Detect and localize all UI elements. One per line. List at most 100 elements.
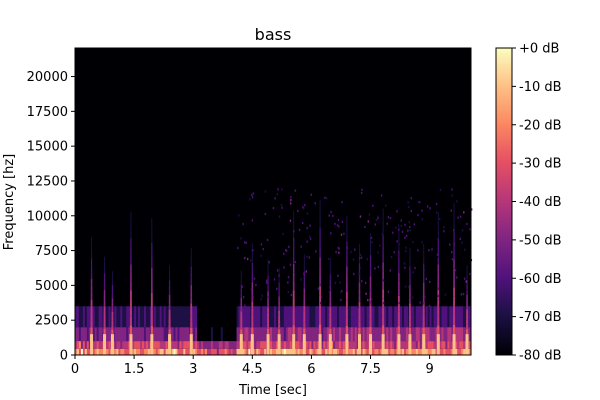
energy-cell	[254, 306, 257, 328]
energy-cell	[305, 327, 308, 342]
onset-core	[357, 334, 361, 355]
onset-streak	[278, 324, 281, 330]
energy-cell	[354, 306, 358, 328]
energy-cell	[335, 327, 338, 342]
energy-cell	[224, 348, 228, 355]
onset-streak	[358, 295, 361, 302]
onset-streak	[168, 299, 171, 305]
onset-streak	[369, 262, 372, 270]
energy-cell	[415, 348, 419, 355]
energy-cell	[108, 341, 111, 349]
energy-cell	[413, 341, 417, 349]
noise-speck	[252, 296, 254, 299]
noise-speck	[320, 295, 323, 299]
onset-streak	[151, 226, 153, 235]
onset-streak	[91, 237, 92, 245]
onset-streak	[398, 242, 400, 251]
energy-cell	[388, 327, 391, 342]
energy-cell	[348, 306, 352, 328]
energy-cell	[205, 341, 208, 349]
energy-cell	[159, 306, 162, 328]
noise-speck	[438, 287, 440, 290]
energy-cell	[427, 348, 430, 355]
onset-streak	[319, 238, 321, 248]
noise-speck	[309, 237, 312, 240]
energy-cell	[307, 327, 310, 342]
energy-cell	[78, 348, 82, 355]
onset-streak	[398, 257, 400, 266]
onset-streak	[293, 237, 295, 247]
onset-streak	[358, 314, 361, 322]
energy-cell	[463, 306, 466, 328]
noise-speck	[346, 246, 349, 250]
onset-streak	[437, 229, 439, 239]
energy-cell	[400, 327, 403, 342]
energy-cell	[155, 327, 159, 342]
energy-cell	[285, 348, 289, 355]
energy-cell	[356, 341, 360, 349]
energy-cell	[439, 306, 442, 328]
energy-cell	[203, 348, 206, 355]
energy-cell	[315, 341, 318, 349]
noise-speck	[300, 306, 302, 309]
energy-cell	[366, 306, 369, 328]
energy-cell	[275, 341, 279, 349]
energy-cell	[451, 327, 454, 342]
noise-speck	[294, 189, 297, 192]
energy-cell	[260, 348, 263, 355]
energy-cell	[469, 348, 472, 355]
onset-streak	[409, 247, 411, 255]
onset-streak	[293, 246, 295, 256]
energy-cell	[441, 306, 444, 328]
onset-streak	[329, 312, 332, 318]
energy-cell	[275, 306, 279, 328]
energy-cell	[337, 348, 340, 355]
onset-streak	[437, 299, 440, 308]
onset-streak	[466, 289, 468, 295]
energy-cell	[84, 306, 88, 328]
energy-cell	[309, 341, 312, 349]
energy-cell	[185, 327, 188, 342]
onset-streak	[150, 309, 153, 318]
energy-cell	[80, 341, 84, 349]
energy-cell	[244, 306, 247, 328]
noise-speck	[460, 293, 463, 296]
energy-cell	[299, 327, 302, 342]
onset-streak	[240, 270, 242, 276]
energy-cell	[112, 306, 115, 328]
onset-streak	[358, 288, 361, 296]
noise-speck	[330, 276, 332, 279]
colorbar-tick-label: -70 dB	[519, 310, 562, 325]
energy-cell	[402, 327, 405, 342]
energy-cell	[384, 348, 387, 355]
onset-streak	[129, 307, 132, 317]
noise-speck	[417, 213, 419, 217]
energy-cell	[313, 306, 316, 328]
energy-cell	[201, 348, 204, 355]
energy-cell	[402, 348, 405, 355]
onset-streak	[293, 228, 295, 238]
energy-cell	[384, 306, 387, 328]
energy-cell	[216, 348, 220, 355]
onset-streak	[409, 272, 411, 279]
onset-streak	[111, 293, 114, 299]
energy-cell	[396, 348, 399, 355]
energy-cell	[242, 306, 245, 328]
energy-cell	[234, 348, 237, 355]
energy-cell	[262, 348, 265, 355]
energy-cell	[122, 348, 125, 355]
energy-cell	[75, 306, 78, 328]
noise-speck	[290, 196, 292, 199]
energy-cell	[342, 327, 346, 342]
onset-streak	[346, 241, 348, 250]
energy-cell	[238, 306, 241, 328]
energy-cell	[394, 341, 397, 349]
energy-cell	[234, 327, 237, 342]
onset-streak	[318, 324, 322, 335]
energy-cell	[372, 327, 375, 342]
energy-cell	[445, 341, 448, 349]
noise-speck	[282, 232, 284, 235]
noise-speck	[310, 193, 312, 196]
noise-speck	[315, 250, 317, 253]
noise-speck	[419, 201, 421, 204]
